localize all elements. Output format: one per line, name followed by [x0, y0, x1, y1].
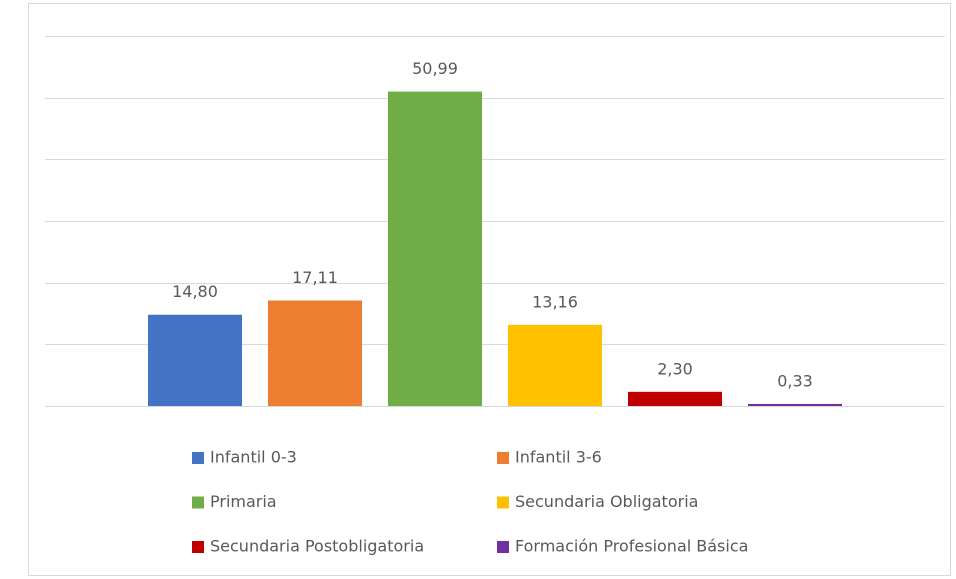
bar [748, 403, 842, 406]
data-label: 0,33 [777, 371, 813, 390]
bar [628, 391, 722, 406]
data-label: 13,16 [532, 292, 578, 311]
legend-label: Secundaria Obligatoria [515, 492, 698, 511]
legend-swatch [192, 452, 204, 464]
legend-label: Secundaria Postobligatoria [210, 537, 424, 556]
data-label: 2,30 [657, 359, 693, 378]
data-label: 17,11 [292, 268, 338, 287]
legend-swatch [497, 452, 509, 464]
bar [268, 300, 362, 406]
data-label: 50,99 [412, 59, 458, 78]
bar [508, 324, 602, 406]
legend-swatch [192, 496, 204, 509]
legend-label: Infantil 3-6 [515, 448, 602, 467]
legend-label: Primaria [210, 492, 277, 511]
legend-swatch [497, 541, 509, 553]
data-label: 14,80 [172, 282, 218, 301]
legend-label: Infantil 0-3 [210, 448, 297, 467]
legend-label: Formación Profesional Básica [515, 537, 748, 556]
legend-swatch [192, 541, 204, 553]
chart-frame [28, 3, 951, 576]
legend-swatch [497, 496, 509, 509]
bar [388, 91, 482, 406]
bar [148, 314, 242, 406]
